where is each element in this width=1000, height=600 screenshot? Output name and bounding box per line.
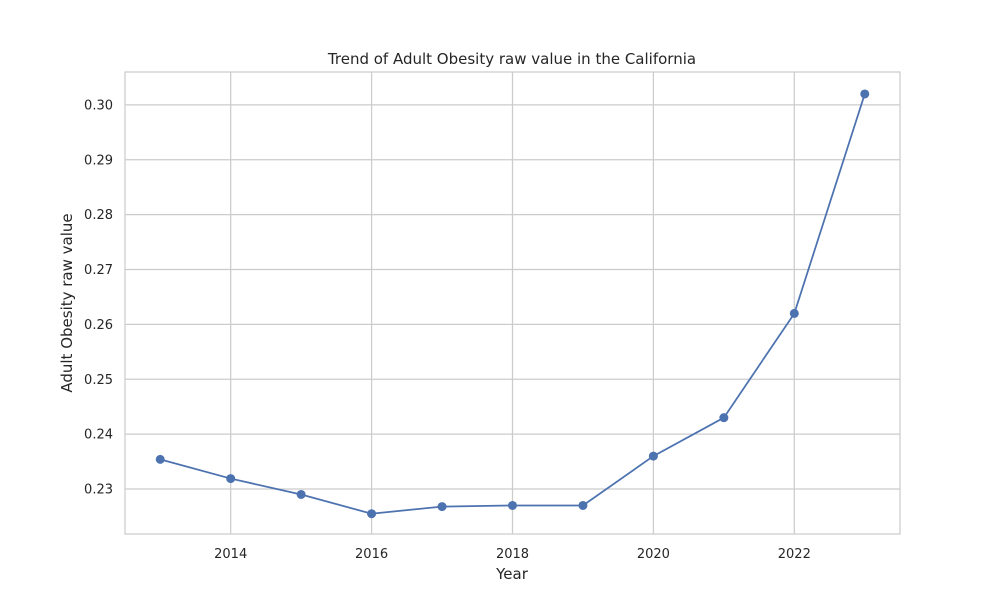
data-point	[437, 502, 447, 512]
y-tick-label: 0.28	[84, 208, 113, 223]
x-axis-ticks: 2014 2016 2018 2020 2022	[214, 547, 811, 562]
y-tick-label: 0.25	[84, 373, 113, 388]
data-point	[719, 413, 729, 423]
y-tick-label: 0.24	[84, 428, 113, 443]
y-tick-label: 0.23	[84, 483, 113, 498]
x-tick-label: 2022	[778, 547, 811, 562]
x-tick-label: 2014	[214, 547, 247, 562]
y-tick-label: 0.26	[84, 318, 113, 333]
data-point	[789, 308, 799, 318]
data-point	[155, 454, 165, 464]
data-point	[367, 509, 377, 519]
data-point	[578, 500, 588, 510]
data-point	[296, 489, 306, 499]
x-tick-label: 2020	[637, 547, 670, 562]
chart-title: Trend of Adult Obesity raw value in the …	[327, 50, 696, 68]
grid	[125, 72, 900, 534]
data-point	[226, 474, 236, 484]
x-axis-title: Year	[495, 565, 529, 583]
y-tick-label: 0.29	[84, 153, 113, 168]
data-point	[860, 89, 870, 99]
series-layer	[155, 89, 870, 519]
y-tick-label: 0.27	[84, 263, 113, 278]
y-axis-ticks: 0.23 0.24 0.25 0.26 0.27 0.28 0.29 0.30	[84, 98, 113, 497]
x-tick-label: 2018	[496, 547, 529, 562]
data-point	[648, 451, 658, 461]
y-axis-title: Adult Obesity raw value	[58, 213, 76, 392]
x-tick-label: 2016	[355, 547, 388, 562]
plot-area-frame	[124, 71, 901, 535]
y-tick-label: 0.30	[84, 98, 113, 113]
data-point	[508, 500, 517, 510]
